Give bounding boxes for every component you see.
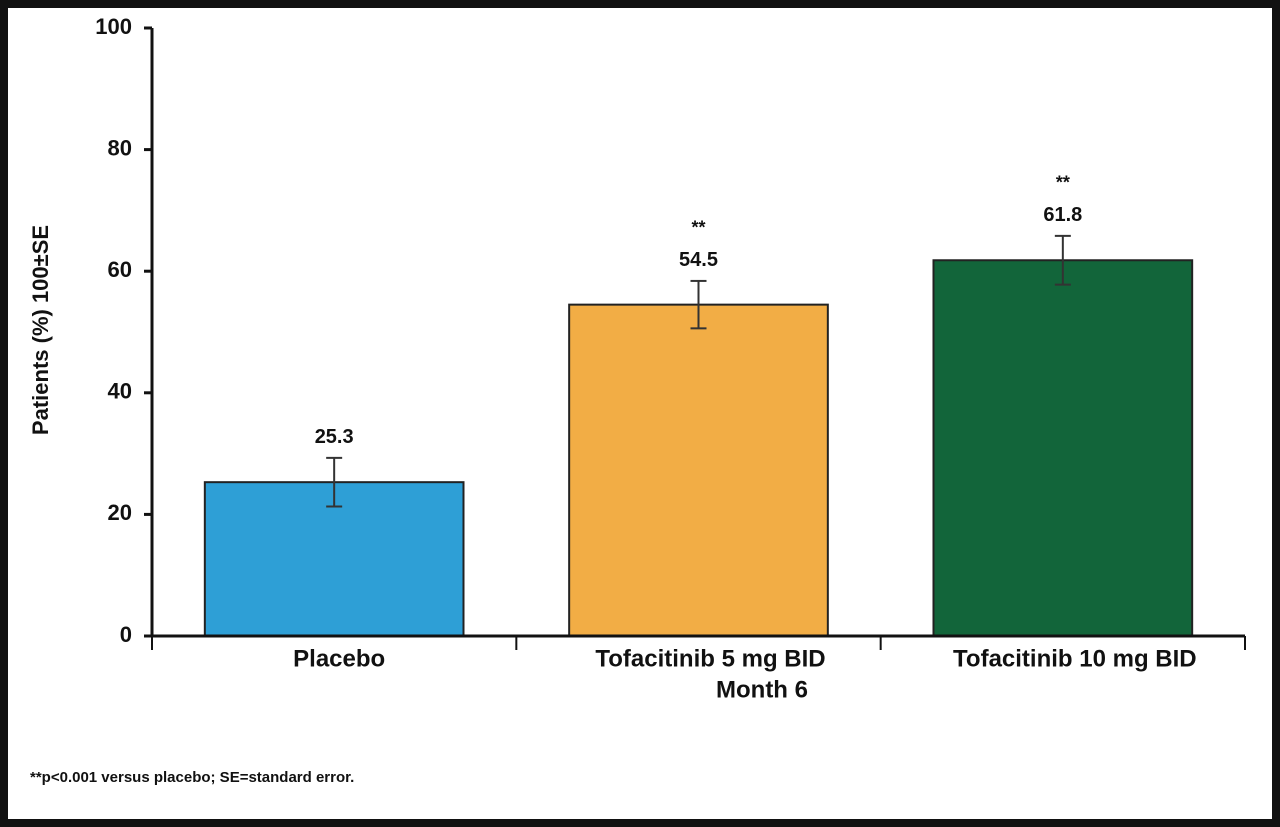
- bar: [932, 259, 1194, 637]
- y-axis-label: Patients (%) 100±SE: [28, 225, 53, 435]
- footnote: **p<0.001 versus placebo; SE=standard er…: [30, 769, 354, 786]
- bar: [568, 303, 829, 637]
- x-tick-label: Tofacitinib 5 mg BID: [595, 645, 825, 672]
- y-tick-label: 100: [95, 14, 132, 39]
- significance-label: **: [1056, 173, 1070, 193]
- error-bar: [690, 279, 707, 330]
- error-bar: [326, 456, 343, 508]
- y-tick-label: 20: [108, 500, 132, 525]
- x-axis-label: Month 6: [716, 676, 808, 703]
- value-label: 54.5: [679, 249, 718, 271]
- value-label: 61.8: [1043, 204, 1082, 226]
- error-bar: [1054, 234, 1071, 286]
- x-tick-label: Tofacitinib 10 mg BID: [953, 645, 1197, 672]
- y-tick-label: 80: [108, 135, 132, 160]
- significance-label: **: [691, 218, 705, 238]
- y-tick-label: 0: [120, 622, 132, 647]
- value-label: 25.3: [315, 426, 354, 448]
- x-tick-label: Placebo: [293, 645, 385, 672]
- y-tick-label: 40: [108, 379, 132, 404]
- bar: [203, 481, 465, 637]
- y-tick-label: 60: [108, 257, 132, 282]
